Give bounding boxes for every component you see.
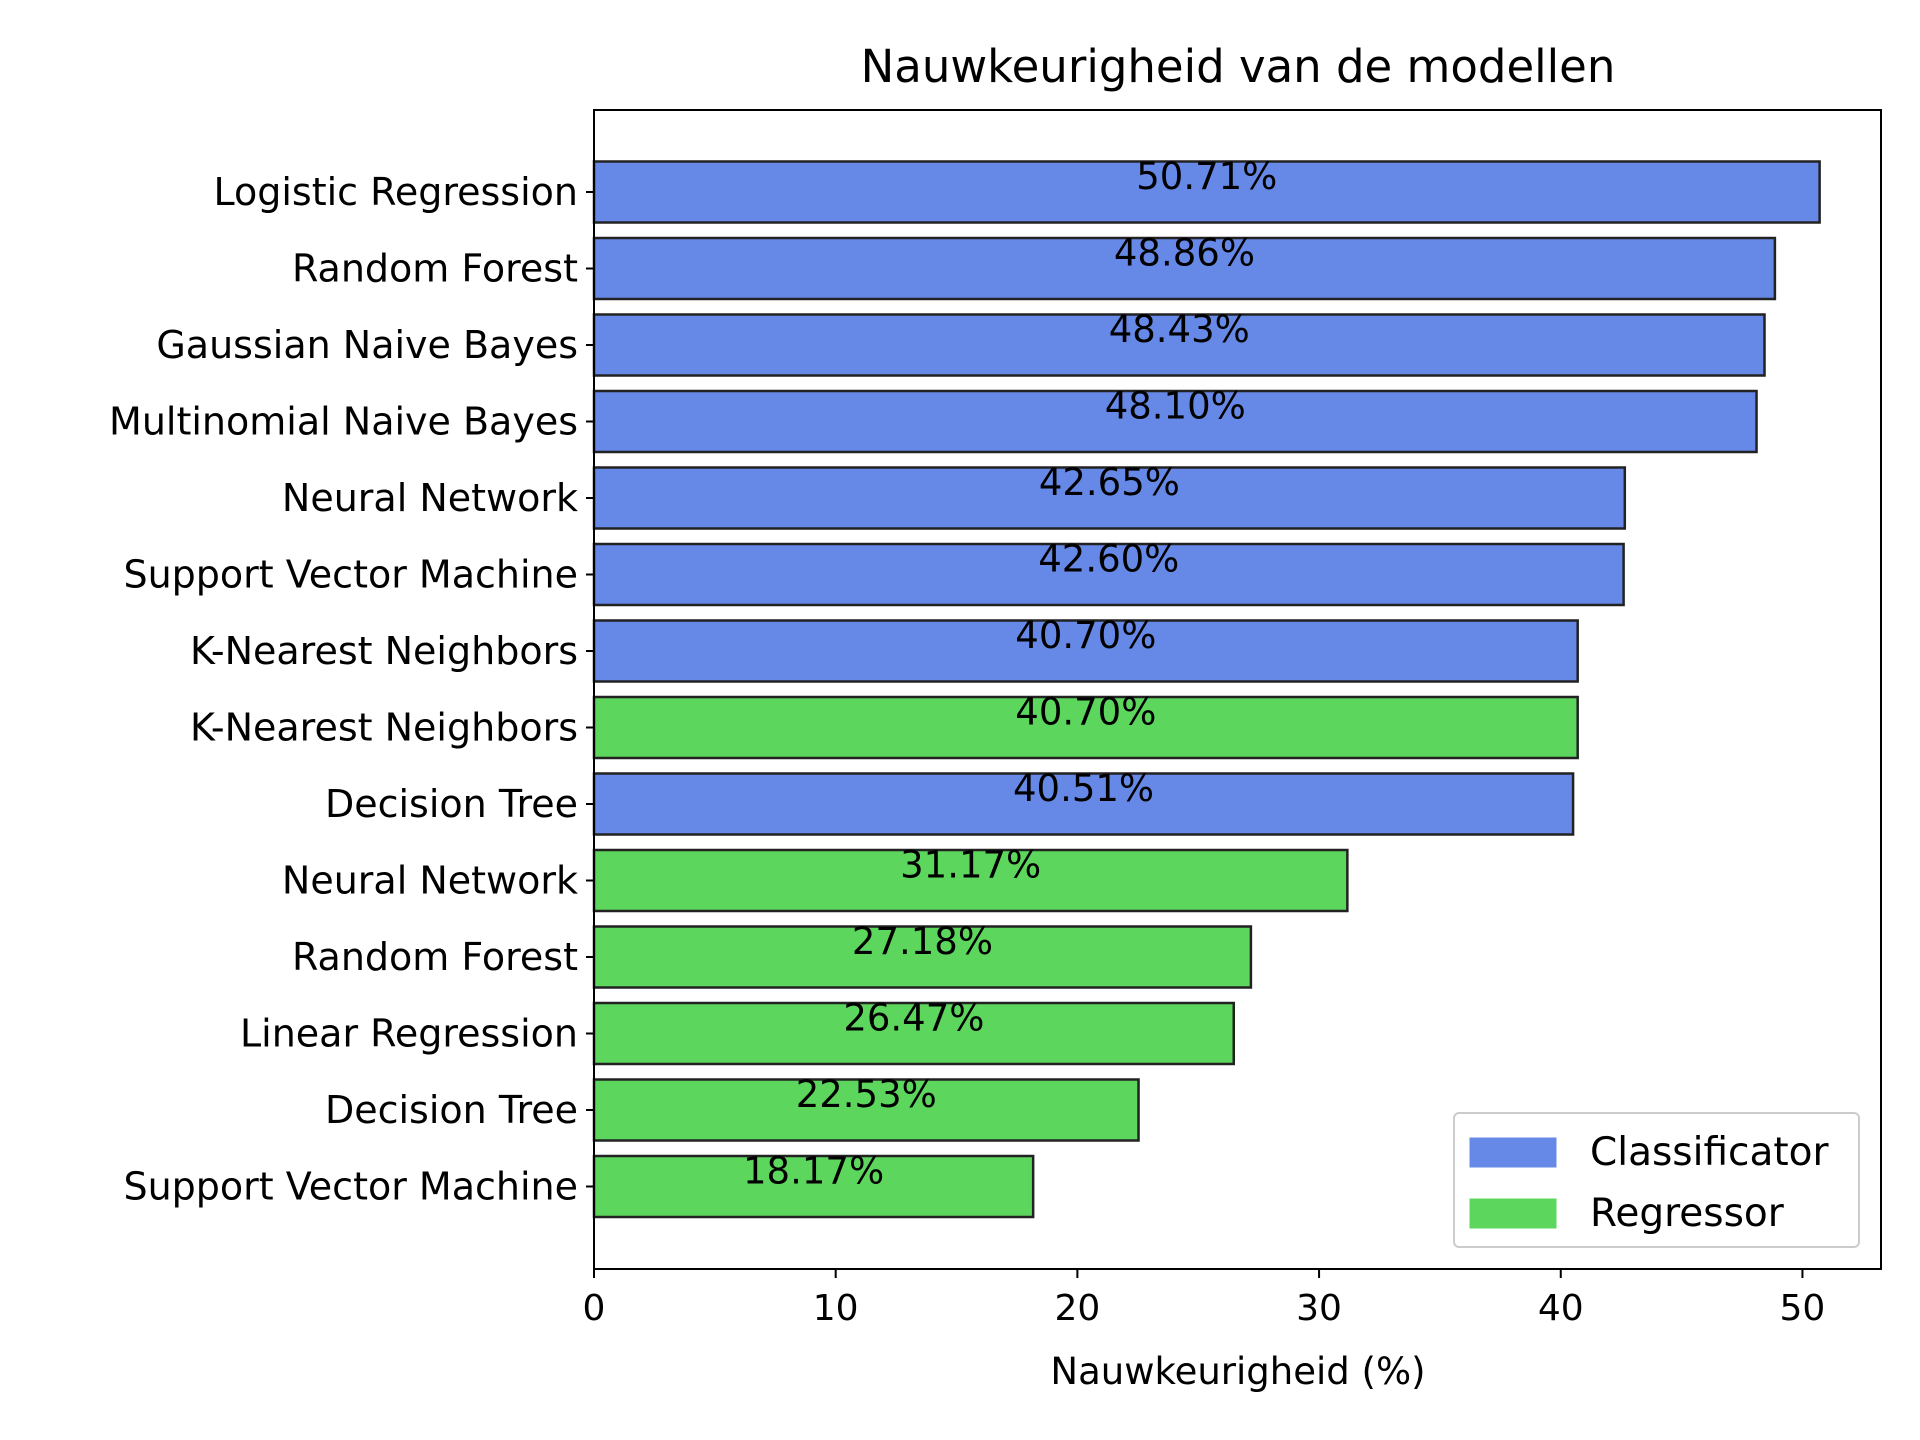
bar <box>592 619 1579 683</box>
bar-value-label: 42.65% <box>1039 461 1180 504</box>
bar-value-label: 40.51% <box>1013 767 1154 810</box>
category-label: Random Forest <box>292 247 578 291</box>
bar-value-label: 18.17% <box>743 1150 884 1193</box>
bar-value-label: 42.60% <box>1038 538 1179 581</box>
category-label: Linear Regression <box>240 1012 578 1056</box>
category-label: Support Vector Machine <box>123 1165 578 1209</box>
bar <box>592 466 1627 530</box>
bar-value-label: 31.17% <box>900 844 1041 887</box>
x-tick-label: 50 <box>1780 1288 1826 1329</box>
chart-title: Nauwkeurigheid van de modellen <box>861 40 1616 93</box>
bar <box>592 1154 1035 1219</box>
bars: 50.71% 48.86% 48.43% 48.10% 42.65% 42.60% 40.7… <box>592 155 1821 1219</box>
x-tick-label: 30 <box>1296 1288 1342 1329</box>
bar <box>592 313 1766 377</box>
legend-entry-label: Regressor <box>1590 1191 1785 1236</box>
plot-frame <box>593 109 1882 1270</box>
category-label: Neural Network <box>282 476 578 520</box>
x-axis-label: Nauwkeurigheid (%) <box>1050 1350 1425 1393</box>
x-tick-label: 40 <box>1538 1288 1584 1329</box>
bar <box>592 160 1821 224</box>
category-label: K-Nearest Neighbors <box>190 629 578 673</box>
category-labels: Logistic Regression Random Forest Gaussian… <box>109 170 594 1209</box>
category-label: K-Nearest Neighbors <box>190 706 578 750</box>
legend-swatch <box>1469 1137 1557 1168</box>
bar-value-label: 26.47% <box>843 997 984 1040</box>
bar-value-label: 48.10% <box>1105 385 1246 428</box>
category-label: Gaussian Naive Bayes <box>156 323 578 367</box>
x-tick-label: 10 <box>813 1288 859 1329</box>
bar-value-label: 50.71% <box>1136 155 1277 198</box>
x-tick-label: 0 <box>583 1288 606 1329</box>
bar <box>592 1078 1140 1142</box>
bar-value-label: 22.53% <box>796 1073 937 1116</box>
category-label: Multinomial Naive Bayes <box>109 400 578 444</box>
legend-swatch <box>1469 1198 1557 1229</box>
category-label: Decision Tree <box>325 1088 578 1132</box>
x-axis-ticks: 0 10 20 30 40 50 <box>583 1269 1826 1329</box>
bar <box>592 389 1758 454</box>
bar-value-label: 40.70% <box>1015 614 1156 657</box>
category-label: Support Vector Machine <box>123 553 578 597</box>
bar-value-label: 27.18% <box>852 920 993 963</box>
legend: Classificator Regressor <box>1453 1112 1860 1248</box>
bar <box>592 848 1349 913</box>
bar-value-label: 48.43% <box>1109 308 1250 351</box>
legend-entry-label: Classificator <box>1590 1130 1829 1175</box>
category-label: Decision Tree <box>325 782 578 826</box>
bar <box>592 1001 1236 1066</box>
bar <box>592 925 1253 989</box>
category-label: Neural Network <box>282 859 578 903</box>
x-tick-label: 20 <box>1054 1288 1100 1329</box>
category-label: Random Forest <box>292 935 578 979</box>
category-label: Logistic Regression <box>213 170 578 214</box>
bar <box>592 236 1777 301</box>
bar-value-label: 40.70% <box>1015 691 1156 734</box>
bar-value-label: 48.86% <box>1114 232 1255 275</box>
